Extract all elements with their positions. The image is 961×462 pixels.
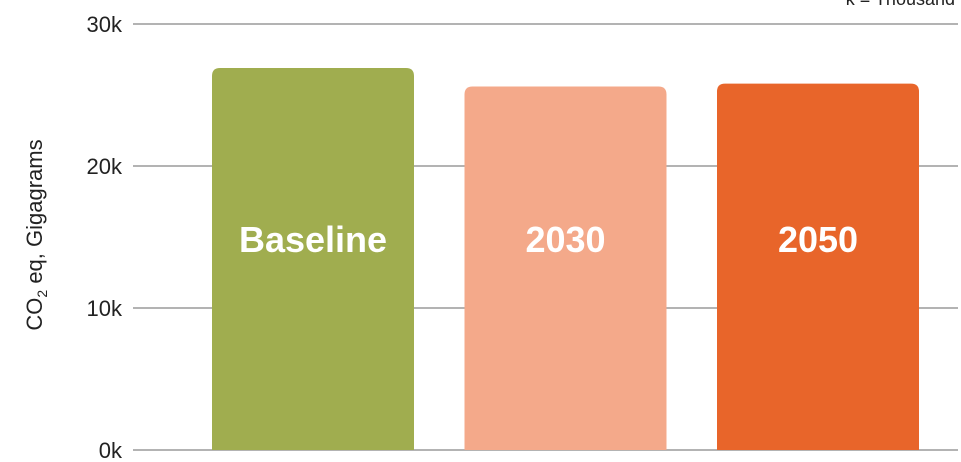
y-tick-label: 0k <box>99 438 123 462</box>
y-tick-label: 10k <box>87 296 123 321</box>
bars <box>212 68 919 451</box>
bar-label: Baseline <box>239 219 387 260</box>
y-axis-title: CO2 eq, Gigagrams <box>22 139 50 330</box>
y-axis-title-suffix: eq, Gigagrams <box>22 139 47 289</box>
bar-label: 2030 <box>525 219 605 260</box>
y-axis-title-subscript: 2 <box>34 290 50 298</box>
bar-baseline <box>212 68 414 451</box>
bar-2030 <box>464 86 667 450</box>
y-axis-ticks: 0k 10k 20k 30k <box>87 12 123 462</box>
bar-labels: Baseline 2030 2050 <box>239 219 858 260</box>
y-tick-label: 30k <box>87 12 123 37</box>
bar-2050 <box>717 83 919 450</box>
bar-label: 2050 <box>778 219 858 260</box>
units-note: k = Thousand <box>846 0 955 9</box>
y-tick-label: 20k <box>87 154 123 179</box>
y-axis-title-prefix: CO <box>22 298 47 331</box>
